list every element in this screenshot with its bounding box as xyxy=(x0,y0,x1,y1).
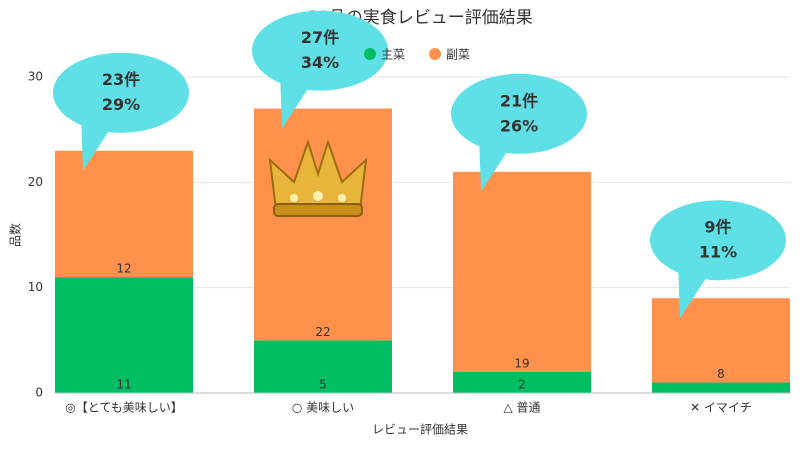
legend-label: 副菜 xyxy=(446,48,470,62)
x-tick-label: ○ 美味しい xyxy=(292,401,354,415)
data-label: 5 xyxy=(319,378,327,392)
x-tick-label: ✕ イマイチ xyxy=(690,401,752,415)
data-label: 2 xyxy=(518,378,526,392)
callout-count: 9件 xyxy=(704,218,731,237)
callout-count: 27件 xyxy=(301,28,339,47)
x-axis-label: レビュー評価結果 xyxy=(372,422,468,437)
data-label: 19 xyxy=(514,356,529,370)
bar-segment xyxy=(453,371,591,393)
bar-segment xyxy=(55,150,193,278)
callout-share: 34% xyxy=(301,53,339,72)
y-tick-label: 30 xyxy=(28,70,43,84)
callout-count: 23件 xyxy=(102,70,140,89)
callout xyxy=(53,52,189,133)
legend-marker xyxy=(429,48,441,60)
bar-segment xyxy=(254,108,392,341)
data-label: 12 xyxy=(116,262,131,276)
x-tick-label: ◎【とても美味しい】 xyxy=(65,401,183,415)
callout-share: 29% xyxy=(102,95,140,114)
bars xyxy=(55,108,790,393)
y-tick-label: 20 xyxy=(28,175,43,189)
callout xyxy=(451,73,587,154)
overlay: 11 12 23件 29% 5 22 27件 34% 2 19 21件 26% 8 9件 11% xyxy=(53,10,786,392)
bar-segment xyxy=(453,171,591,372)
y-tick-label: 0 xyxy=(35,386,43,400)
callout-count: 21件 xyxy=(500,91,538,110)
x-tick-label: △ 普通 xyxy=(503,401,540,415)
legend-marker xyxy=(364,48,376,60)
callout xyxy=(252,10,388,91)
y-tick-label: 10 xyxy=(28,280,43,294)
data-label: 22 xyxy=(315,325,330,339)
data-label: 11 xyxy=(116,378,131,392)
callout-share: 11% xyxy=(699,243,737,262)
legend-label: 主菜 xyxy=(381,48,405,62)
data-label: 8 xyxy=(717,367,725,381)
bar-segment xyxy=(652,298,790,383)
crown-icon xyxy=(268,138,368,217)
bar-segment xyxy=(652,382,790,393)
callout xyxy=(650,200,786,281)
callout-share: 26% xyxy=(500,116,538,135)
bar-segment xyxy=(254,340,392,393)
bar-segment xyxy=(55,277,193,393)
y-axis-label: 品数 xyxy=(8,223,23,247)
